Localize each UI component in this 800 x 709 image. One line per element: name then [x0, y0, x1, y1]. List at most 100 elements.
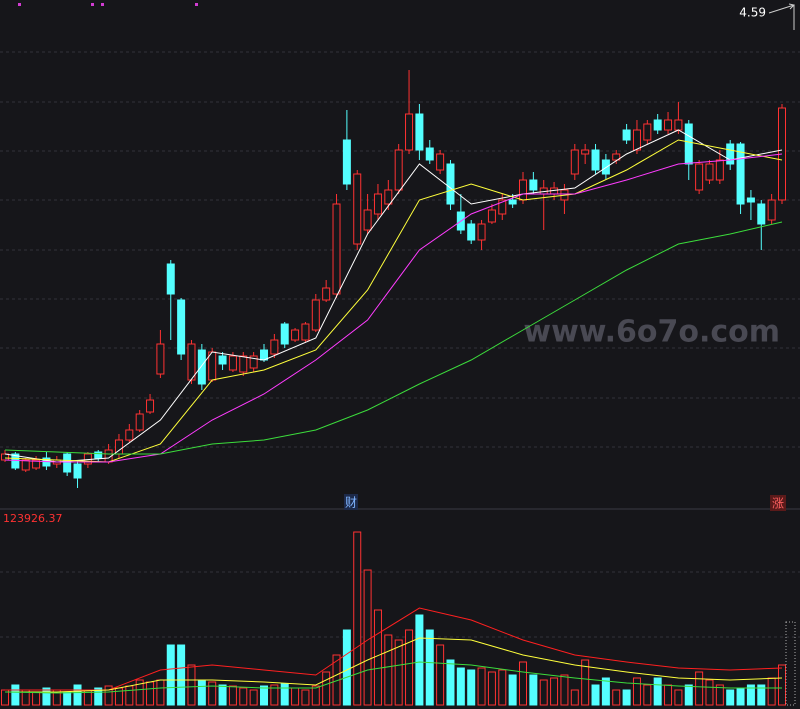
volume-bar — [280, 683, 289, 706]
candle-body — [228, 355, 237, 371]
volume-bar — [643, 684, 652, 706]
volume-bar — [218, 684, 227, 706]
max-price-label: 4.59 — [739, 6, 766, 20]
candle-body — [156, 343, 165, 375]
candle-body — [208, 351, 217, 381]
candle-body — [177, 299, 186, 355]
candle-body — [446, 163, 455, 205]
volume-bar — [715, 684, 724, 706]
volume-bar — [415, 614, 424, 706]
candle-body — [291, 329, 300, 341]
candle-body — [270, 339, 279, 355]
volume-bar — [405, 629, 414, 706]
candle-body — [653, 119, 662, 131]
volume-bar — [560, 674, 569, 706]
candle-body — [581, 149, 590, 155]
volume-bar — [291, 687, 300, 706]
candle-body — [643, 123, 652, 141]
volume-bar — [104, 685, 113, 706]
candle-body — [664, 119, 673, 131]
moving-average-line — [4, 129, 783, 463]
volume-bar — [42, 687, 51, 706]
volume-bar — [249, 689, 258, 706]
volume-bar — [187, 664, 196, 706]
candle-body — [146, 399, 155, 413]
candle-body — [591, 149, 600, 171]
candle-body — [94, 451, 103, 459]
volume-bar — [695, 671, 704, 706]
candle-body — [373, 193, 382, 215]
candle-body — [21, 459, 30, 471]
moving-average-line — [5, 637, 783, 693]
volume-bar — [436, 644, 445, 706]
volume-bar — [63, 691, 72, 706]
volume-max-label: 123926.37 — [3, 512, 63, 525]
volume-bar — [166, 644, 175, 706]
marker: 财 — [345, 496, 357, 510]
candle-body — [705, 163, 714, 181]
candle-body — [622, 129, 631, 141]
candle-body — [32, 459, 41, 469]
volume-bar — [125, 685, 134, 706]
candle-body — [684, 123, 693, 165]
volume-bar — [550, 677, 559, 706]
volume-bar — [664, 684, 673, 706]
candle-body — [529, 179, 538, 191]
volume-bar — [684, 684, 693, 706]
candle-body — [674, 119, 683, 131]
volume-bar — [363, 569, 372, 706]
candle-body — [218, 355, 227, 365]
volume-bar — [353, 531, 362, 706]
candle-body — [322, 287, 331, 301]
volume-bar — [456, 667, 465, 706]
volume-bar — [373, 609, 382, 706]
volume-bar — [11, 684, 20, 706]
candle-body — [63, 453, 72, 473]
moving-average-line — [4, 221, 783, 455]
volume-bar — [591, 684, 600, 706]
volume-bar — [270, 684, 279, 706]
volume-bar — [311, 685, 320, 706]
volume-bar — [477, 667, 486, 706]
volume-bar — [726, 689, 735, 706]
candle-body — [601, 159, 610, 175]
candle-body — [73, 463, 82, 479]
moving-average-line — [4, 661, 782, 694]
volume-bar — [177, 644, 186, 706]
volume-bar — [301, 689, 310, 706]
volume-bar — [539, 679, 548, 706]
candle-body — [342, 139, 351, 185]
candle-body — [695, 163, 704, 191]
candle-body — [767, 199, 776, 221]
candle-body — [425, 147, 434, 161]
max-price-arrow — [768, 3, 796, 30]
volume-bar — [653, 677, 662, 706]
highlight-box — [785, 621, 796, 706]
volume-bar — [156, 679, 165, 706]
candle-body — [498, 199, 507, 215]
candle-body — [332, 203, 341, 295]
candle-body — [612, 153, 621, 161]
candle-body — [135, 413, 144, 431]
volume-bar — [612, 689, 621, 706]
candle-body — [384, 189, 393, 205]
volume-bar — [622, 689, 631, 706]
volume-bar — [601, 677, 610, 706]
plot — [0, 51, 800, 706]
marker-box — [344, 494, 358, 510]
candle-body — [736, 143, 745, 205]
moving-average-line — [4, 139, 783, 463]
volume-bar — [570, 689, 579, 706]
candle-body — [1, 453, 9, 461]
candle-body — [487, 209, 496, 223]
volume-bar — [446, 659, 455, 706]
volume-bar — [135, 679, 144, 706]
candle-body — [632, 129, 641, 151]
volume-bar — [239, 687, 248, 706]
candle-body — [715, 159, 724, 181]
volume-bar — [519, 661, 527, 706]
volume-bar — [736, 687, 745, 706]
candle-body — [394, 149, 403, 191]
